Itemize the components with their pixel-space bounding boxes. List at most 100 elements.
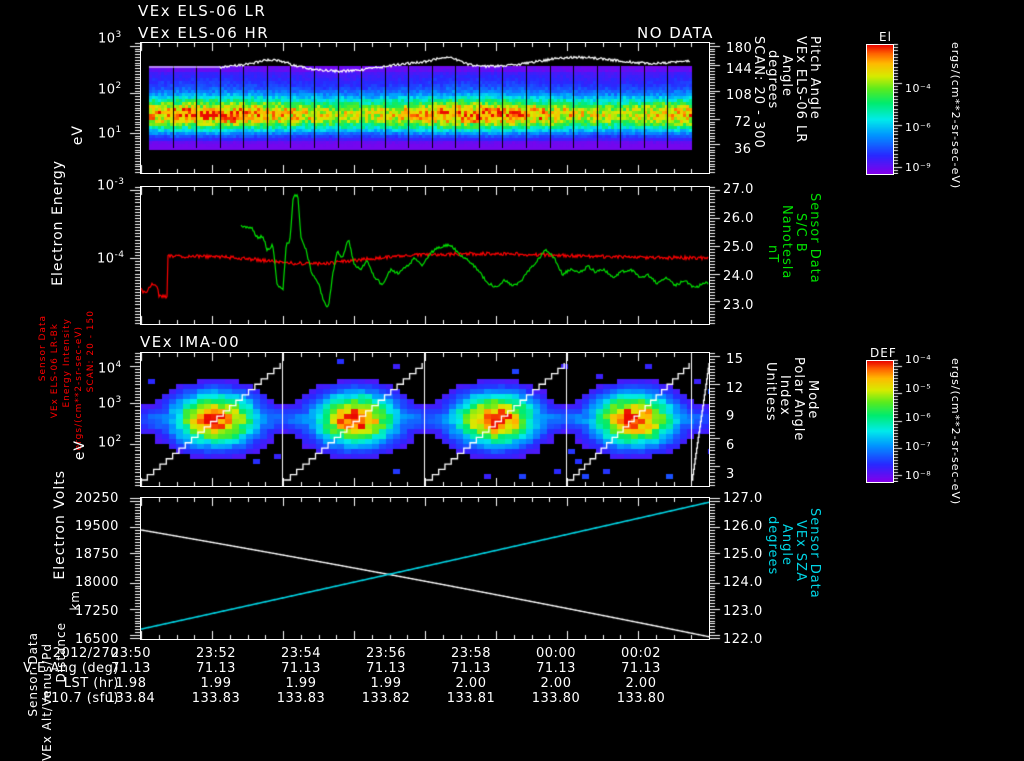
panel1-left-ticks [128,42,140,174]
panel1-y2label-line5: SCAN: 20 - 300 [751,36,766,149]
panel1-right-ticks [710,42,722,174]
bottom-table-cell: 133.80 [616,691,666,706]
colorbar-el-tick-0: 10⁻⁴ [905,82,932,95]
panel2-y2label-line2: S/C B [793,213,808,253]
colorbar-def [866,360,894,483]
panel1-spectrogram-canvas [141,43,709,173]
bottom-table-cell: 1.99 [200,676,232,691]
panel2-y2tick-3: 24.0 [723,269,754,284]
bottom-table-cell: 1.99 [370,676,402,691]
bottom-table-cell: 2.00 [625,676,657,691]
colorbar-def-ticks [894,359,904,482]
panel1-y2tick-3: 72 [734,115,752,130]
colorbar-def-units: ergs/(cm**2-sr-sec-eV) [949,358,962,506]
panel2-y2tick-1: 26.0 [723,211,754,226]
panel3-y2tick-0: 15 [726,352,744,367]
panel3-y2tick-4: 3 [726,467,735,482]
panel3-title: VEx IMA-00 [140,333,241,351]
panel4-y2tick-4: 123.0 [723,604,763,619]
bottom-table-cell: 133.84 [106,691,156,706]
panel4-lines-canvas [141,498,709,639]
panel4-left-ticks [128,497,140,640]
bottom-table-cell: 71.13 [536,661,576,676]
colorbar-el-gradient [867,45,893,174]
colorbar-def-title: DEF [870,346,897,360]
colorbar-el-tick-1: 10⁻⁶ [905,121,932,134]
bottom-table-cell: 23:56 [366,646,406,661]
plot-page: VEx ELS-06 LR VEx ELS-06 HR NO DATA 103 … [23,2,962,761]
panel1-title-hr: VEx ELS-06 HR [138,24,270,42]
bottom-table-cell: 2.00 [455,676,487,691]
bottom-table-cell: 133.80 [531,691,581,706]
bottom-table-cell: 71.13 [621,661,661,676]
panel4-y2tick-1: 126.0 [723,519,763,534]
colorbar-def-tick-4: 10⁻⁸ [905,469,932,482]
colorbar-def-tick-1: 10⁻⁵ [905,382,932,395]
panel4-y2tick-3: 124.0 [723,575,763,590]
panel2-y2tick-4: 23.0 [723,298,754,313]
bottom-table-cell: 71.13 [281,661,321,676]
panel4-y2label-line2: VEx SZA [793,520,808,582]
panel3-ytick-0: 104 [98,360,122,377]
panel1-ytick-1: 102 [98,81,122,98]
bottom-table-cell: 133.83 [191,691,241,706]
panel1-ylabel-line1: Electron Energy [50,160,66,286]
panel1-y2label-line3: Angle [779,55,794,97]
panel2-ylabel-line1: Sensor Data [38,315,48,382]
bottom-table-row-label-2: LST (hr) [63,676,119,691]
panel3-ytick-2: 102 [98,434,122,451]
panel2-ylabel-line2: VEx ELS-06 LR-Bk [50,323,60,419]
panel1-plot-area [140,42,710,174]
panel2-left-ticks [128,186,140,325]
panel2-ylabel-line5: SCAN: 20 - 150 [86,310,96,393]
panel2-y2tick-2: 25.0 [723,240,754,255]
panel2-ylabel-line3: Energy Intensity [62,318,72,408]
panel4-ytick-4: 17250 [75,604,119,619]
panel3-plot-area [140,352,710,487]
bottom-table-cell: 133.83 [276,691,326,706]
panel3-y2label-line3: Index [777,375,792,416]
colorbar-def-tick-0: 10⁻⁴ [905,353,932,366]
bottom-table-cell: 23:54 [281,646,321,661]
panel3-y2tick-2: 9 [726,409,735,424]
panel1-title-lr: VEx ELS-06 LR [138,2,267,20]
panel3-ytick-1: 103 [98,395,122,412]
panel4-ytick-5: 16500 [75,632,119,647]
panel2-y2label-line1: Sensor Data [807,193,822,284]
panel1-y2tick-1: 144 [726,62,753,77]
bottom-table-cell: 133.82 [361,691,411,706]
panel4-right-ticks [710,497,722,640]
panel2-ytick-0: 10-3 [97,177,125,194]
panel4-y2tick-0: 127.0 [723,491,763,506]
panel3-right-ticks [710,352,722,487]
panel1-y2label-line4: degrees [765,50,780,110]
colorbar-def-tick-2: 10⁻⁶ [905,411,932,424]
panel2-plot-area [140,186,710,325]
panel2-y2label-line4: nT [765,245,780,264]
panel3-y2label-line1: Mode [805,380,820,420]
bottom-table-cell: 133.81 [446,691,496,706]
bottom-table-cell: 1.99 [285,676,317,691]
panel3-y2tick-3: 6 [726,438,735,453]
bottom-table-row-label-1: V-E Ang (deg) [23,661,119,676]
panel4-plot-area [140,497,710,640]
bottom-table-cell: 00:02 [621,646,661,661]
colorbar-def-tick-3: 10⁻⁷ [905,440,932,453]
panel2-right-ticks [710,186,722,325]
panel4-y2tick-2: 125.0 [723,547,763,562]
panel2-ytick-1: 10-4 [97,250,125,267]
panel2-lines-canvas [141,187,709,324]
panel1-y2tick-2: 108 [726,88,753,103]
panel2-y2label-line3: Nanotesla [779,205,794,280]
bottom-table-cell: 23:50 [111,646,151,661]
bottom-table-cell: 1.98 [115,676,147,691]
panel3-left-ticks [128,352,140,487]
panel4-y2label-line4: degrees [765,516,780,576]
colorbar-def-gradient [867,361,893,482]
colorbar-el-units: ergs/(cm**2-sr-sec-eV) [949,42,962,190]
panel4-ytick-1: 19500 [75,519,119,534]
panel1-y2tick-4: 36 [734,142,752,157]
bottom-table-cell: 71.13 [366,661,406,676]
panel4-y2label-line1: Sensor Data [807,508,822,599]
panel2-ylabel-line4: ergs/(cm**2-sr-sec-eV) [74,326,84,451]
